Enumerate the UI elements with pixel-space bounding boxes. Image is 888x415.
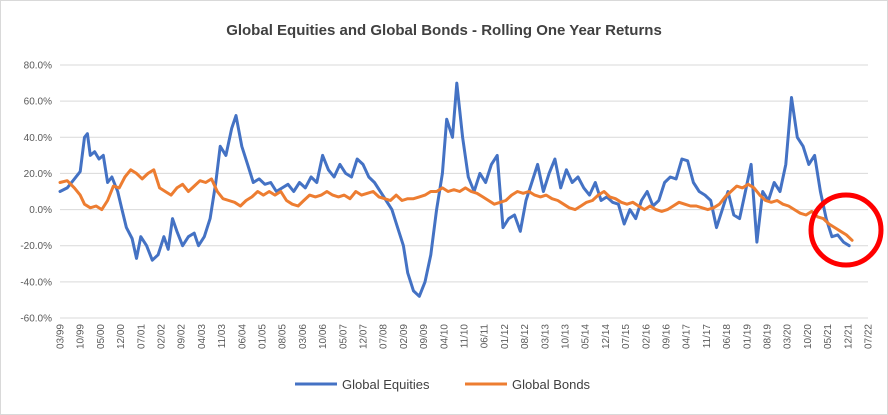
x-tick-label: 06/11: [480, 324, 491, 349]
y-tick-label: -40.0%: [20, 277, 52, 288]
y-axis-ticks: 80.0% 60.0% 40.0% 20.0% 0.0% -20.0% -40.0% -60.…: [20, 61, 52, 325]
x-tick-label: 01/19: [742, 324, 753, 349]
x-tick-label: 08/05: [278, 324, 289, 349]
x-tick-label: 10/99: [76, 324, 87, 349]
legend: Global Equities Global Bonds: [295, 377, 591, 392]
x-tick-label: 01/05: [258, 324, 269, 349]
x-tick-label: 11/03: [217, 324, 228, 349]
legend-label: Global Equities: [342, 377, 430, 392]
x-tick-label: 03/06: [298, 324, 309, 349]
x-tick-label: 11/17: [702, 324, 713, 349]
x-tick-label: 08/12: [520, 324, 531, 349]
x-tick-label: 03/13: [540, 324, 551, 349]
x-tick-label: 09/09: [419, 324, 430, 349]
x-tick-label: 07/15: [621, 324, 632, 349]
chart-title: Global Equities and Global Bonds - Rolli…: [226, 22, 662, 39]
y-tick-label: 20.0%: [24, 169, 52, 180]
y-tick-label: 0.0%: [29, 205, 52, 216]
x-tick-label: 02/09: [399, 324, 410, 349]
y-tick-label: 80.0%: [24, 61, 52, 72]
y-tick-label: 60.0%: [24, 97, 52, 108]
x-tick-label: 05/21: [823, 324, 834, 349]
x-tick-label: 01/12: [500, 324, 511, 349]
x-axis-ticks: 03/99 10/99 05/00 12/00 07/01 02/02 09/02 04/03…: [56, 324, 875, 349]
series-line-global-bonds: [58, 168, 854, 242]
x-tick-label: 02/16: [641, 324, 652, 349]
x-tick-label: 03/20: [783, 324, 794, 349]
x-tick-label: 11/10: [460, 324, 471, 349]
x-tick-label: 04/10: [439, 324, 450, 349]
x-tick-label: 12/00: [116, 324, 127, 349]
x-tick-label: 05/14: [581, 324, 592, 349]
legend-label: Global Bonds: [512, 377, 591, 392]
x-tick-label: 10/20: [803, 324, 814, 349]
highlight-circle: [808, 192, 884, 268]
x-tick-label: 12/07: [359, 324, 370, 349]
x-tick-label: 04/03: [197, 324, 208, 349]
y-tick-label: -60.0%: [20, 314, 52, 325]
x-tick-label: 05/00: [96, 324, 107, 349]
x-tick-label: 06/18: [722, 324, 733, 349]
x-tick-label: 12/14: [601, 324, 612, 349]
x-tick-label: 07/22: [864, 324, 875, 349]
x-tick-label: 02/02: [157, 324, 168, 349]
x-tick-label: 09/02: [177, 324, 188, 349]
x-tick-label: 07/08: [379, 324, 390, 349]
x-tick-label: 12/21: [843, 324, 854, 349]
x-tick-label: 09/16: [662, 324, 673, 349]
x-tick-label: 08/19: [763, 324, 774, 349]
x-tick-label: 03/99: [56, 324, 67, 349]
x-tick-label: 07/01: [136, 324, 147, 349]
y-tick-label: 40.0%: [24, 133, 52, 144]
x-tick-label: 10/13: [561, 324, 572, 349]
x-tick-label: 06/04: [237, 324, 248, 349]
x-tick-label: 05/07: [338, 324, 349, 349]
gridlines: [60, 64, 868, 319]
series-lines: [58, 81, 854, 298]
x-tick-label: 04/17: [682, 324, 693, 349]
y-tick-label: -20.0%: [20, 241, 52, 252]
x-tick-label: 10/06: [318, 324, 329, 349]
